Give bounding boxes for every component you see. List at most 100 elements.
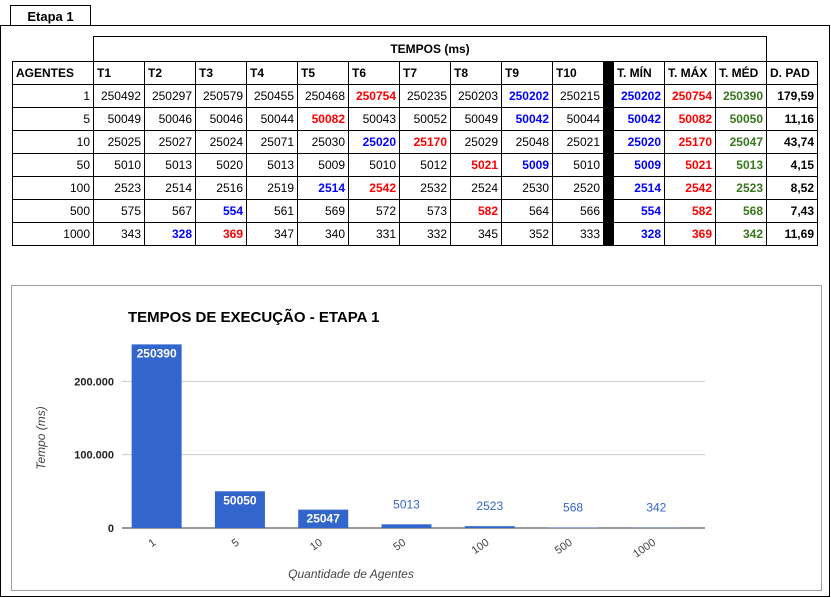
max-cell[interactable]: 369 [664, 222, 716, 246]
min-cell[interactable]: 328 [613, 222, 665, 246]
time-cell[interactable]: 5013 [144, 153, 196, 177]
time-cell[interactable]: 352 [501, 222, 553, 246]
time-cell[interactable]: 331 [348, 222, 400, 246]
time-cell[interactable]: 50052 [399, 107, 451, 131]
time-cell[interactable]: 25048 [501, 130, 553, 154]
header-cell[interactable]: T. MÉD [715, 61, 767, 85]
stddev-cell[interactable]: 7,43 [766, 199, 818, 223]
time-cell[interactable]: 343 [93, 222, 145, 246]
stddev-cell[interactable]: 11,16 [766, 107, 818, 131]
header-cell[interactable]: T9 [501, 61, 553, 85]
stddev-cell[interactable]: 11,69 [766, 222, 818, 246]
time-cell[interactable]: 345 [450, 222, 502, 246]
time-cell[interactable]: 554 [195, 199, 247, 223]
time-cell[interactable]: 347 [246, 222, 298, 246]
time-cell[interactable]: 250215 [552, 84, 604, 108]
time-cell[interactable]: 50049 [93, 107, 145, 131]
time-cell[interactable]: 250579 [195, 84, 247, 108]
stddev-cell[interactable]: 4,15 [766, 153, 818, 177]
time-cell[interactable]: 250492 [93, 84, 145, 108]
time-cell[interactable]: 25025 [93, 130, 145, 154]
max-cell[interactable]: 25170 [664, 130, 716, 154]
time-cell[interactable]: 2532 [399, 176, 451, 200]
time-cell[interactable]: 582 [450, 199, 502, 223]
time-cell[interactable]: 575 [93, 199, 145, 223]
max-cell[interactable]: 5021 [664, 153, 716, 177]
agents-cell[interactable]: 1000 [12, 222, 94, 246]
stddev-cell[interactable]: 43,74 [766, 130, 818, 154]
avg-cell[interactable]: 568 [715, 199, 767, 223]
header-cell[interactable]: T2 [144, 61, 196, 85]
header-cell[interactable]: T1 [93, 61, 145, 85]
time-cell[interactable]: 2514 [144, 176, 196, 200]
header-cell[interactable]: T3 [195, 61, 247, 85]
time-cell[interactable]: 50049 [450, 107, 502, 131]
agents-cell[interactable]: 500 [12, 199, 94, 223]
header-cell[interactable]: T6 [348, 61, 400, 85]
time-cell[interactable]: 2523 [93, 176, 145, 200]
agents-cell[interactable]: 5 [12, 107, 94, 131]
time-cell[interactable]: 2542 [348, 176, 400, 200]
time-cell[interactable]: 5021 [450, 153, 502, 177]
time-cell[interactable]: 25027 [144, 130, 196, 154]
avg-cell[interactable]: 342 [715, 222, 767, 246]
time-cell[interactable]: 2530 [501, 176, 553, 200]
time-cell[interactable]: 2520 [552, 176, 604, 200]
min-cell[interactable]: 50042 [613, 107, 665, 131]
header-cell[interactable]: T10 [552, 61, 604, 85]
time-cell[interactable]: 569 [297, 199, 349, 223]
time-cell[interactable]: 333 [552, 222, 604, 246]
max-cell[interactable]: 2542 [664, 176, 716, 200]
header-cell[interactable]: D. PAD [766, 61, 818, 85]
time-cell[interactable]: 250455 [246, 84, 298, 108]
stddev-cell[interactable]: 8,52 [766, 176, 818, 200]
avg-cell[interactable]: 2523 [715, 176, 767, 200]
max-cell[interactable]: 582 [664, 199, 716, 223]
time-cell[interactable]: 572 [348, 199, 400, 223]
time-cell[interactable]: 250468 [297, 84, 349, 108]
time-cell[interactable]: 25021 [552, 130, 604, 154]
time-cell[interactable]: 50044 [246, 107, 298, 131]
time-cell[interactable]: 5020 [195, 153, 247, 177]
time-cell[interactable]: 25030 [297, 130, 349, 154]
time-cell[interactable]: 250202 [501, 84, 553, 108]
time-cell[interactable]: 332 [399, 222, 451, 246]
time-cell[interactable]: 5013 [246, 153, 298, 177]
agents-cell[interactable]: 10 [12, 130, 94, 154]
time-cell[interactable]: 50042 [501, 107, 553, 131]
sheet-tab[interactable]: Etapa 1 [10, 5, 91, 26]
header-cell[interactable]: T5 [297, 61, 349, 85]
time-cell[interactable]: 573 [399, 199, 451, 223]
stddev-cell[interactable]: 179,59 [766, 84, 818, 108]
time-cell[interactable]: 340 [297, 222, 349, 246]
time-cell[interactable]: 2516 [195, 176, 247, 200]
time-cell[interactable]: 5012 [399, 153, 451, 177]
header-cell[interactable]: T. MÁX [664, 61, 716, 85]
time-cell[interactable]: 2514 [297, 176, 349, 200]
time-cell[interactable]: 566 [552, 199, 604, 223]
min-cell[interactable]: 25020 [613, 130, 665, 154]
time-cell[interactable]: 50044 [552, 107, 604, 131]
time-cell[interactable]: 25071 [246, 130, 298, 154]
time-cell[interactable]: 369 [195, 222, 247, 246]
time-cell[interactable]: 50046 [144, 107, 196, 131]
time-cell[interactable]: 250297 [144, 84, 196, 108]
time-cell[interactable]: 50082 [297, 107, 349, 131]
agents-cell[interactable]: 1 [12, 84, 94, 108]
time-cell[interactable]: 5010 [93, 153, 145, 177]
avg-cell[interactable]: 25047 [715, 130, 767, 154]
header-cell[interactable]: T7 [399, 61, 451, 85]
max-cell[interactable]: 250754 [664, 84, 716, 108]
time-cell[interactable]: 25029 [450, 130, 502, 154]
time-cell[interactable]: 50046 [195, 107, 247, 131]
min-cell[interactable]: 2514 [613, 176, 665, 200]
time-cell[interactable]: 561 [246, 199, 298, 223]
time-cell[interactable]: 2519 [246, 176, 298, 200]
time-cell[interactable]: 250754 [348, 84, 400, 108]
min-cell[interactable]: 5009 [613, 153, 665, 177]
time-cell[interactable]: 50043 [348, 107, 400, 131]
time-cell[interactable]: 564 [501, 199, 553, 223]
header-cell[interactable]: T8 [450, 61, 502, 85]
avg-cell[interactable]: 5013 [715, 153, 767, 177]
header-cell[interactable]: T. MÍN [613, 61, 665, 85]
